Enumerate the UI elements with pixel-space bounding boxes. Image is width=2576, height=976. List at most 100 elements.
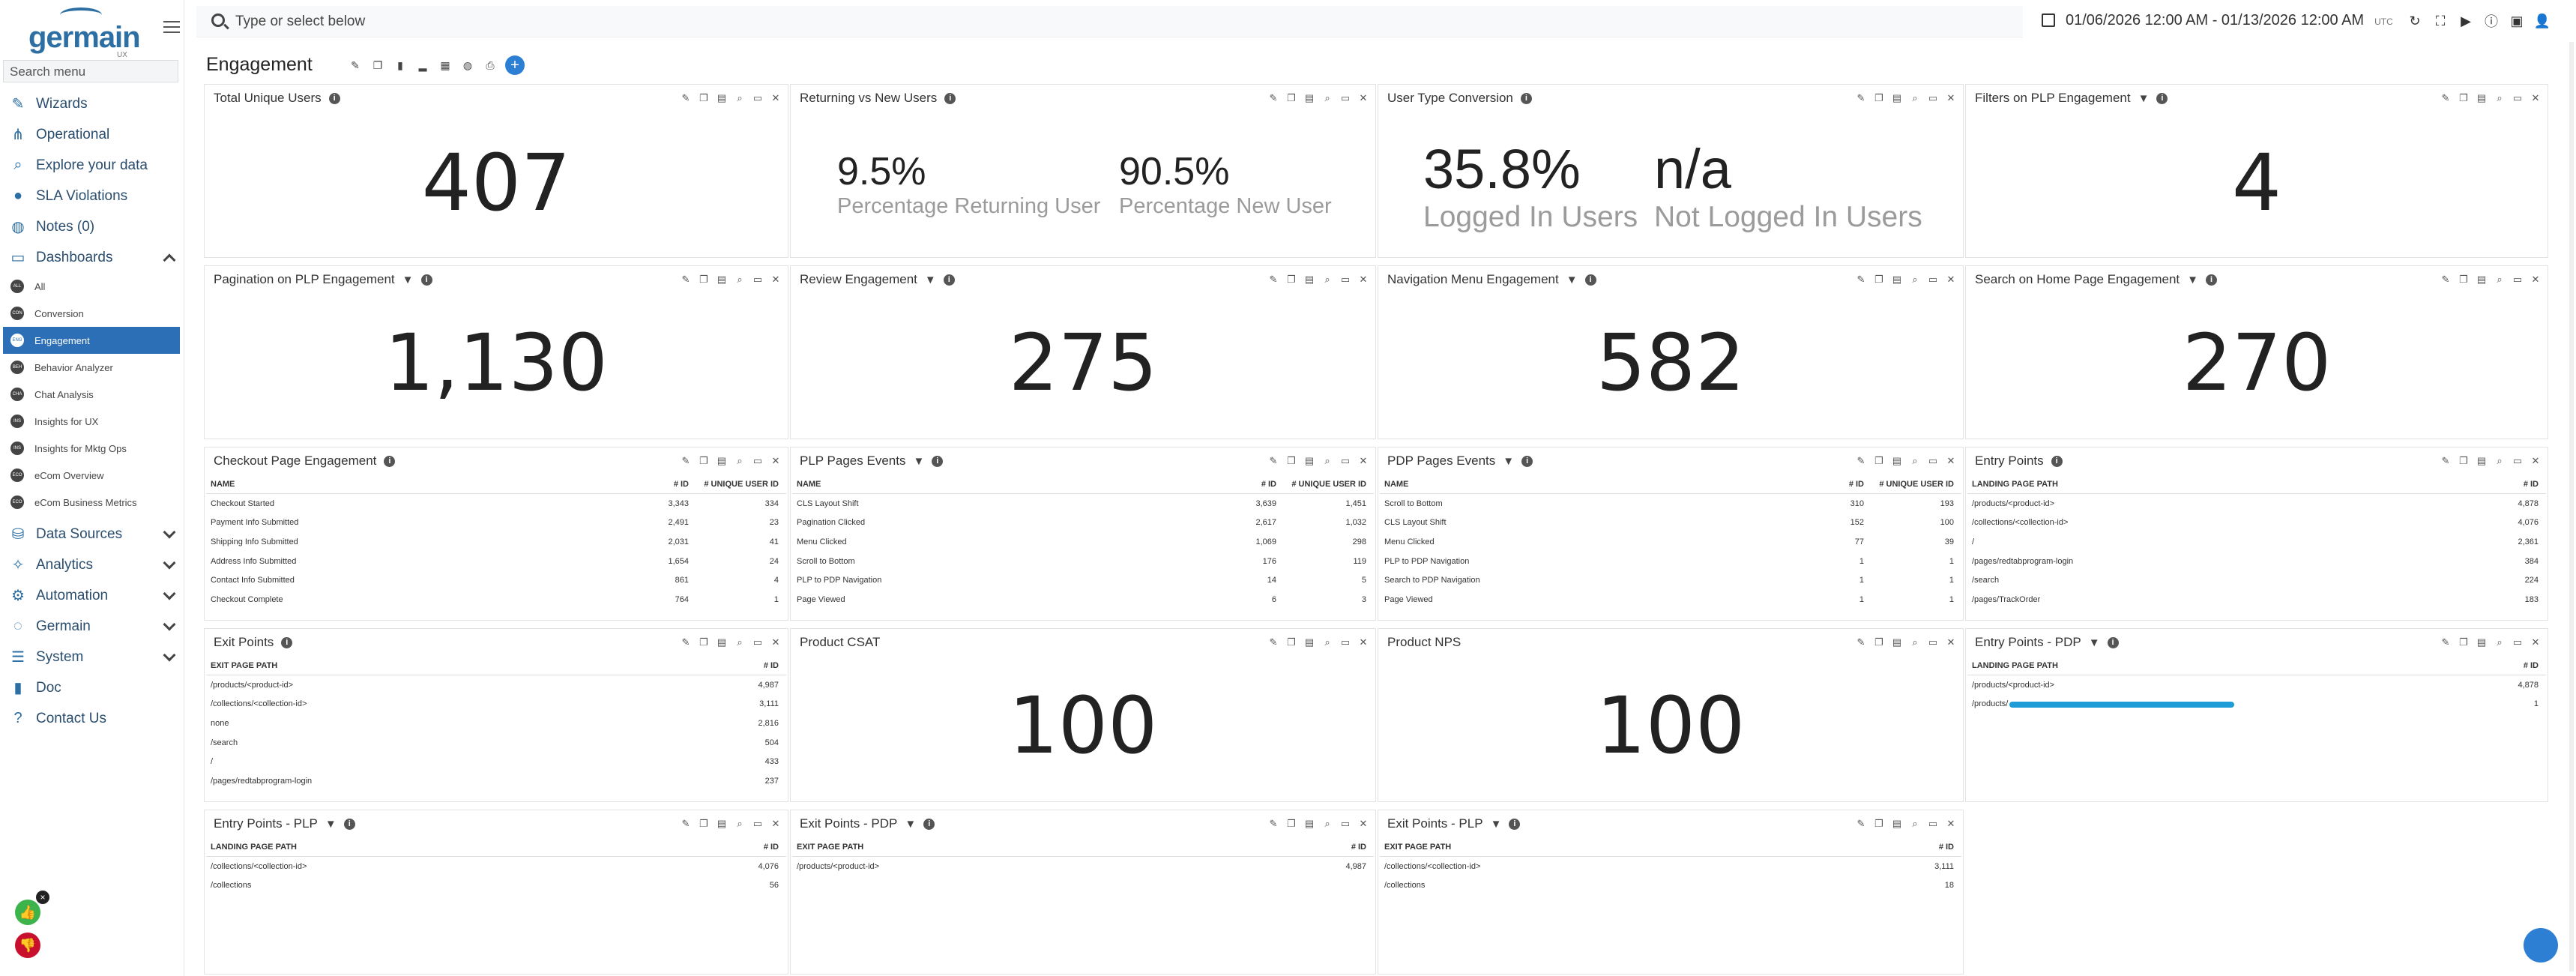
column-header[interactable]: # ID (673, 479, 689, 489)
table-row[interactable]: /pages/TrackOrder 183 (1967, 590, 2546, 609)
edit-icon[interactable]: ✎ (1856, 818, 1865, 829)
sidebar-item-wizards[interactable]: ✎ Wizards (0, 88, 184, 119)
zoom-icon[interactable]: ⌕ (1324, 818, 1330, 829)
dashboard-item-conversion[interactable]: CON Conversion (0, 300, 184, 327)
edit-icon[interactable]: ✎ (1856, 92, 1865, 103)
dashboard-item-engagement[interactable]: ENG Engagement (3, 327, 180, 354)
table-row[interactable]: CLS Layout Shift 152 100 (1380, 513, 1961, 533)
table-row[interactable]: Page Viewed 6 3 (792, 590, 1374, 609)
table-row[interactable]: /products/1 (1967, 695, 2546, 714)
copy-icon[interactable]: ❐ (372, 58, 383, 71)
table-row[interactable]: /products/<product-id> 4,987 (792, 857, 1374, 876)
info-icon[interactable]: i (384, 455, 396, 467)
close-icon[interactable]: ✕ (2531, 636, 2540, 648)
export-icon[interactable]: ▤ (717, 636, 727, 648)
column-header[interactable]: # ID (1351, 842, 1366, 852)
edit-icon[interactable]: ✎ (1269, 92, 1278, 103)
export-icon[interactable]: ▤ (717, 92, 727, 103)
zoom-icon[interactable]: ⌕ (2497, 455, 2503, 466)
filter-icon[interactable]: ▼ (2187, 273, 2198, 286)
maximize-icon[interactable]: ▭ (2512, 455, 2523, 466)
close-icon[interactable]: ✕ (1359, 274, 1368, 285)
column-header[interactable]: # UNIQUE USER ID (1879, 479, 1954, 489)
zoom-icon[interactable]: ⌕ (737, 92, 743, 103)
info-icon[interactable]: i (2051, 455, 2063, 467)
table-row[interactable]: Scroll to Bottom 176 119 (792, 552, 1374, 571)
export-icon[interactable]: ▤ (1892, 636, 1902, 648)
table-row[interactable]: /products/<product-id> 4,878 (1967, 675, 2546, 695)
close-icon[interactable]: ✕ (1359, 636, 1368, 648)
sidebar-item-system[interactable]: ☰ System (0, 642, 184, 672)
table-row[interactable]: Menu Clicked 1,069 298 (792, 532, 1374, 552)
table-row[interactable]: none 2,816 (206, 714, 786, 733)
edit-icon[interactable]: ✎ (1269, 818, 1278, 829)
print-icon[interactable]: ⎙ (486, 58, 495, 71)
column-header[interactable]: # ID (1261, 479, 1276, 489)
sidebar-item-notes[interactable]: ◍ Notes (0) (0, 211, 184, 242)
sidebar-item-sla[interactable]: ● SLA Violations (0, 181, 184, 211)
column-header[interactable]: LANDING PAGE PATH (211, 842, 297, 852)
filter-icon[interactable]: ▼ (905, 817, 917, 831)
edit-icon[interactable]: ✎ (1856, 636, 1865, 648)
column-header[interactable]: # ID (1848, 479, 1864, 489)
maximize-icon[interactable]: ▭ (1340, 636, 1351, 648)
close-icon[interactable]: ✕ (2531, 455, 2540, 466)
global-search-input[interactable]: Type or select below (196, 6, 2023, 37)
dashboard-item-insights-ux[interactable]: INS Insights for UX (0, 408, 184, 435)
filter-icon[interactable]: ▼ (2088, 636, 2100, 649)
table-row[interactable]: /pages/redtabprogram-login 384 (1967, 552, 2546, 571)
sidebar-item-germain[interactable]: ◌ Germain (0, 611, 184, 642)
table-row[interactable]: /search 224 (1967, 570, 2546, 590)
close-feedback-icon[interactable]: × (36, 891, 49, 904)
table-row[interactable]: Scroll to Bottom 310 193 (1380, 494, 1961, 513)
edit-icon[interactable]: ✎ (1269, 636, 1278, 648)
table-row[interactable]: / 2,361 (1967, 532, 2546, 552)
export-icon[interactable]: ▤ (2476, 636, 2487, 648)
info-icon[interactable]: i (1509, 818, 1521, 830)
table-row[interactable]: Search to PDP Navigation 1 1 (1380, 570, 1961, 590)
export-icon[interactable]: ▤ (1892, 92, 1902, 103)
table-row[interactable]: / 433 (206, 752, 786, 771)
filter-icon[interactable]: ▼ (2138, 91, 2150, 105)
maximize-icon[interactable]: ▭ (1928, 818, 1938, 829)
export-icon[interactable]: ▤ (1892, 274, 1902, 285)
zoom-icon[interactable]: ⌕ (2497, 92, 2503, 103)
zoom-icon[interactable]: ⌕ (2497, 636, 2503, 648)
chat-launcher-icon[interactable] (2524, 928, 2558, 963)
export-icon[interactable]: ▤ (717, 274, 727, 285)
info-icon[interactable]: i (944, 92, 956, 104)
copy-icon[interactable]: ❐ (1874, 636, 1883, 648)
table-row[interactable]: /search 504 (206, 733, 786, 753)
edit-icon[interactable]: ✎ (2441, 274, 2450, 285)
zoom-icon[interactable]: ⌕ (1324, 455, 1330, 466)
export-icon[interactable]: ▤ (1304, 92, 1315, 103)
table-row[interactable]: Address Info Submitted 1,654 24 (206, 552, 786, 571)
play-icon[interactable]: ▶ (2461, 13, 2471, 28)
column-header[interactable]: EXIT PAGE PATH (211, 660, 278, 670)
info-icon[interactable]: i (328, 92, 340, 104)
maximize-icon[interactable]: ▭ (752, 636, 763, 648)
export-icon[interactable]: ▤ (1304, 274, 1315, 285)
column-header[interactable]: NAME (797, 479, 821, 489)
maximize-icon[interactable]: ▭ (1340, 455, 1351, 466)
maximize-icon[interactable]: ▭ (752, 455, 763, 466)
edit-icon[interactable]: ✎ (2441, 92, 2450, 103)
maximize-icon[interactable]: ▭ (752, 818, 763, 829)
column-header[interactable]: NAME (1384, 479, 1409, 489)
close-icon[interactable]: ✕ (1946, 636, 1955, 648)
maximize-icon[interactable]: ▭ (2512, 636, 2523, 648)
copy-icon[interactable]: ❐ (1287, 274, 1296, 285)
info-icon[interactable]: ⓘ (2485, 14, 2498, 29)
close-icon[interactable]: ✕ (771, 92, 780, 103)
table-row[interactable]: Pagination Clicked 2,617 1,032 (792, 513, 1374, 533)
copy-icon[interactable]: ❐ (1874, 92, 1883, 103)
close-icon[interactable]: ✕ (2531, 274, 2540, 285)
copy-icon[interactable]: ❐ (2459, 92, 2468, 103)
germain-logo[interactable]: germain UX (28, 7, 141, 59)
edit-icon[interactable]: ✎ (2441, 455, 2450, 466)
sidebar-item-doc[interactable]: ▮ Doc (0, 672, 184, 703)
zoom-icon[interactable]: ⌕ (1912, 92, 1918, 103)
sidebar-item-operational[interactable]: ⋔ Operational (0, 119, 184, 150)
hamburger-menu-icon[interactable] (163, 21, 180, 33)
copy-icon[interactable]: ❐ (2459, 636, 2468, 648)
